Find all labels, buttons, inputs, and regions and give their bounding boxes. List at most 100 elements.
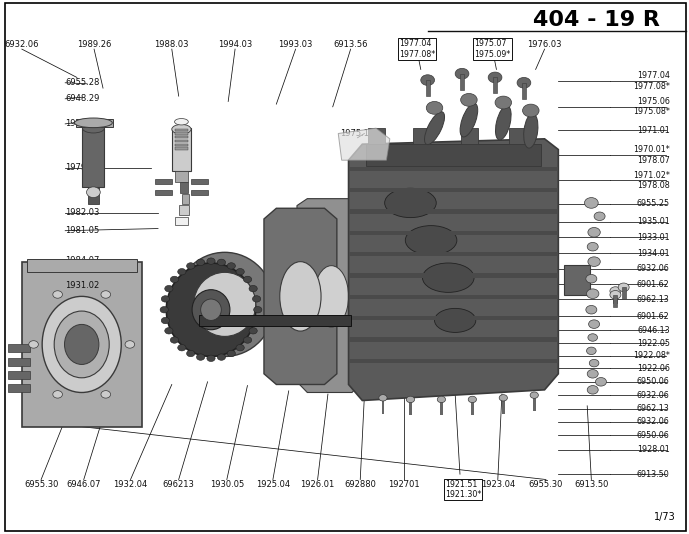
Bar bbox=[349, 252, 558, 256]
Circle shape bbox=[610, 290, 621, 299]
Bar bbox=[175, 217, 187, 225]
Circle shape bbox=[586, 274, 597, 283]
Circle shape bbox=[517, 77, 531, 88]
Circle shape bbox=[407, 396, 415, 403]
Bar bbox=[471, 399, 474, 415]
Circle shape bbox=[217, 259, 225, 265]
Text: 693215: 693215 bbox=[65, 299, 97, 308]
Bar bbox=[382, 398, 384, 414]
Circle shape bbox=[227, 263, 236, 269]
Circle shape bbox=[101, 391, 111, 398]
Circle shape bbox=[243, 337, 251, 343]
Bar bbox=[349, 337, 558, 342]
Circle shape bbox=[196, 354, 205, 360]
Text: 6962.13: 6962.13 bbox=[637, 404, 670, 413]
Circle shape bbox=[227, 350, 236, 357]
Text: 1989.26: 1989.26 bbox=[77, 40, 111, 49]
Bar bbox=[22, 262, 142, 427]
Text: 1935.01: 1935.01 bbox=[637, 217, 670, 226]
Circle shape bbox=[196, 259, 205, 265]
Ellipse shape bbox=[74, 118, 112, 128]
Text: 1971.01: 1971.01 bbox=[637, 126, 670, 135]
Circle shape bbox=[249, 286, 257, 292]
Bar bbox=[8, 371, 30, 379]
Text: 1976.03: 1976.03 bbox=[527, 40, 562, 49]
Bar bbox=[621, 287, 626, 299]
Text: 6946.13: 6946.13 bbox=[637, 326, 670, 334]
Text: 1982.03: 1982.03 bbox=[65, 208, 100, 217]
Circle shape bbox=[584, 198, 598, 208]
Text: 1984.07: 1984.07 bbox=[65, 256, 100, 265]
Text: 1934.01: 1934.01 bbox=[637, 249, 670, 257]
Text: 6913.50: 6913.50 bbox=[574, 480, 608, 489]
Text: 1933.01: 1933.01 bbox=[637, 233, 670, 241]
Bar bbox=[409, 399, 412, 415]
Bar bbox=[175, 132, 187, 135]
Circle shape bbox=[499, 395, 507, 401]
Circle shape bbox=[489, 72, 502, 83]
Text: 1922.08*: 1922.08* bbox=[633, 351, 670, 360]
Circle shape bbox=[594, 212, 605, 221]
Circle shape bbox=[610, 287, 621, 295]
Bar bbox=[460, 74, 464, 90]
Bar bbox=[155, 179, 172, 184]
Text: 1928.01: 1928.01 bbox=[637, 445, 670, 454]
Text: 6932.06: 6932.06 bbox=[637, 391, 670, 399]
Circle shape bbox=[587, 386, 598, 394]
Ellipse shape bbox=[384, 189, 436, 218]
Ellipse shape bbox=[314, 266, 349, 327]
Text: 6901.62: 6901.62 bbox=[637, 312, 670, 320]
Ellipse shape bbox=[83, 123, 105, 133]
Bar bbox=[413, 128, 430, 144]
Ellipse shape bbox=[422, 263, 474, 293]
Circle shape bbox=[249, 327, 257, 334]
Bar bbox=[349, 167, 558, 171]
Bar bbox=[349, 231, 558, 235]
Bar bbox=[175, 147, 187, 150]
Circle shape bbox=[421, 75, 435, 85]
Text: 6955.30: 6955.30 bbox=[528, 480, 563, 489]
Ellipse shape bbox=[405, 225, 457, 255]
Text: 6955.30: 6955.30 bbox=[24, 480, 59, 489]
Circle shape bbox=[522, 104, 539, 117]
Ellipse shape bbox=[54, 311, 110, 378]
Ellipse shape bbox=[166, 263, 256, 357]
Bar bbox=[440, 399, 443, 415]
Bar bbox=[368, 128, 385, 144]
Text: 1977.04
1977.08*: 1977.04 1977.08* bbox=[399, 40, 435, 59]
Text: 6948.29: 6948.29 bbox=[65, 95, 100, 103]
Ellipse shape bbox=[200, 299, 221, 320]
Circle shape bbox=[178, 344, 186, 351]
Circle shape bbox=[187, 263, 195, 269]
Bar bbox=[613, 295, 617, 307]
Bar bbox=[175, 171, 187, 182]
Bar bbox=[175, 140, 187, 142]
Circle shape bbox=[588, 334, 597, 341]
Polygon shape bbox=[297, 199, 362, 392]
Circle shape bbox=[586, 289, 599, 299]
Text: 6946.07: 6946.07 bbox=[67, 480, 101, 489]
Circle shape bbox=[178, 269, 186, 275]
Circle shape bbox=[236, 269, 245, 275]
Polygon shape bbox=[349, 139, 558, 400]
Circle shape bbox=[161, 317, 169, 324]
Circle shape bbox=[586, 347, 596, 355]
Text: 1923.04: 1923.04 bbox=[481, 480, 515, 489]
Text: 1931.02: 1931.02 bbox=[65, 281, 99, 290]
Text: 1/73: 1/73 bbox=[653, 512, 675, 522]
Text: 1975.06
1975.08*: 1975.06 1975.08* bbox=[633, 97, 670, 116]
Ellipse shape bbox=[435, 308, 476, 332]
Circle shape bbox=[588, 257, 600, 266]
Bar bbox=[349, 209, 558, 214]
Circle shape bbox=[254, 307, 262, 313]
Circle shape bbox=[252, 317, 260, 324]
Bar bbox=[172, 128, 191, 171]
Bar bbox=[502, 398, 504, 414]
Circle shape bbox=[29, 341, 39, 348]
Bar bbox=[88, 187, 99, 204]
Bar bbox=[613, 291, 617, 303]
Polygon shape bbox=[264, 208, 337, 384]
Circle shape bbox=[161, 296, 169, 302]
Ellipse shape bbox=[424, 112, 444, 145]
Text: 1971.02*
1978.08: 1971.02* 1978.08 bbox=[633, 171, 670, 190]
